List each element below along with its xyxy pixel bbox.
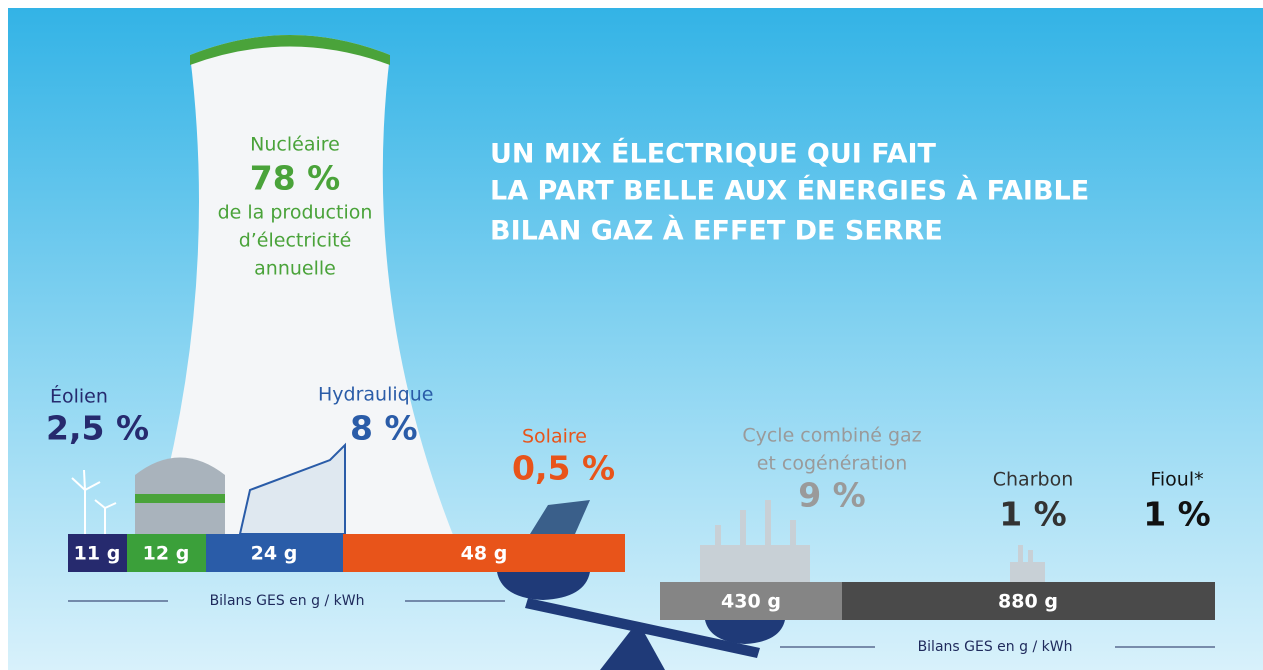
page: {"title_lines": ["UN MIX ÉLECTRIQUE QUI … — [0, 0, 1263, 670]
bar-label: 48 g — [461, 543, 508, 565]
caption: Bilans GES en g / kWh — [210, 593, 365, 609]
description: d’électricité — [239, 230, 352, 252]
reactor-band — [135, 494, 225, 503]
source-share: 1 % — [999, 495, 1067, 534]
bar-label: 11 g — [74, 543, 121, 565]
source-name: et cogénération — [757, 453, 908, 475]
title: BILAN GAZ À EFFET DE SERRE — [490, 215, 943, 247]
title: LA PART BELLE AUX ÉNERGIES À FAIBLE — [490, 175, 1089, 207]
source-name: Fioul* — [1150, 469, 1203, 491]
source-share: 78 % — [250, 159, 340, 198]
source-share: 0,5 % — [512, 449, 615, 488]
infographic: UN MIX ÉLECTRIQUE QUI FAIT LA PART BELLE… — [0, 0, 1263, 670]
bar-label: 430 g — [721, 591, 781, 613]
source-name: Éolien — [50, 385, 108, 408]
bar-label: 880 g — [998, 591, 1058, 613]
source-share: 9 % — [798, 476, 866, 515]
bar-label: 12 g — [143, 543, 190, 565]
source-name: Charbon — [993, 469, 1074, 491]
source-name: Solaire — [522, 426, 587, 448]
bar-label: 24 g — [251, 543, 298, 565]
source-name: Cycle combiné gaz — [742, 425, 921, 447]
description: annuelle — [254, 258, 336, 280]
description: de la production — [218, 202, 373, 224]
source-share: 1 % — [1143, 495, 1211, 534]
source-share: 2,5 % — [46, 409, 149, 448]
source-name: Nucléaire — [250, 134, 340, 156]
title: UN MIX ÉLECTRIQUE QUI FAIT — [490, 138, 937, 170]
caption: Bilans GES en g / kWh — [918, 639, 1073, 655]
source-name: Hydraulique — [318, 384, 433, 406]
source-share: 8 % — [350, 409, 418, 448]
